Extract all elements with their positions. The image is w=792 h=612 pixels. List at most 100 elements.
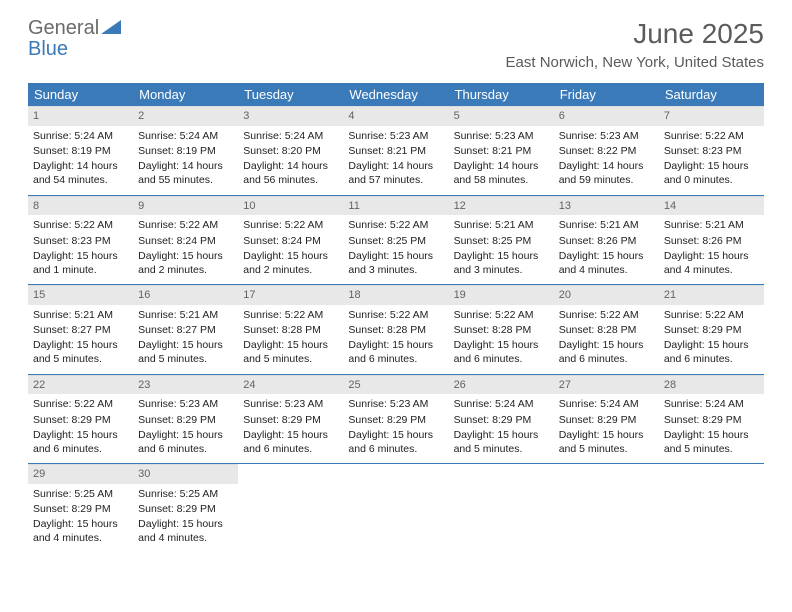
- day-cell: 27Sunrise: 5:24 AMSunset: 8:29 PMDayligh…: [554, 375, 659, 464]
- day-header-tue: Tuesday: [238, 83, 343, 106]
- daylight-text: Daylight: 15 hours and 4 minutes.: [33, 517, 128, 545]
- day-cell: 14Sunrise: 5:21 AMSunset: 8:26 PMDayligh…: [659, 196, 764, 285]
- sunset-text: Sunset: 8:23 PM: [664, 144, 759, 158]
- day-content: Sunrise: 5:23 AMSunset: 8:21 PMDaylight:…: [343, 129, 448, 188]
- day-content: Sunrise: 5:23 AMSunset: 8:29 PMDaylight:…: [343, 397, 448, 456]
- daylight-text: Daylight: 15 hours and 4 minutes.: [664, 249, 759, 277]
- sunset-text: Sunset: 8:22 PM: [559, 144, 654, 158]
- day-number: 11: [343, 196, 448, 216]
- sunrise-text: Sunrise: 5:25 AM: [33, 487, 128, 501]
- day-content: Sunrise: 5:24 AMSunset: 8:20 PMDaylight:…: [238, 129, 343, 188]
- day-cell: 20Sunrise: 5:22 AMSunset: 8:28 PMDayligh…: [554, 285, 659, 374]
- sunrise-text: Sunrise: 5:21 AM: [454, 218, 549, 232]
- daylight-text: Daylight: 15 hours and 6 minutes.: [138, 428, 233, 456]
- day-cell: 24Sunrise: 5:23 AMSunset: 8:29 PMDayligh…: [238, 375, 343, 464]
- daylight-text: Daylight: 15 hours and 4 minutes.: [559, 249, 654, 277]
- day-number: 16: [133, 285, 238, 305]
- day-cell: 28Sunrise: 5:24 AMSunset: 8:29 PMDayligh…: [659, 375, 764, 464]
- daylight-text: Daylight: 15 hours and 5 minutes.: [664, 428, 759, 456]
- weeks-container: 1Sunrise: 5:24 AMSunset: 8:19 PMDaylight…: [28, 106, 764, 553]
- daylight-text: Daylight: 15 hours and 2 minutes.: [138, 249, 233, 277]
- location: East Norwich, New York, United States: [506, 54, 764, 71]
- day-cell: 19Sunrise: 5:22 AMSunset: 8:28 PMDayligh…: [449, 285, 554, 374]
- month-title: June 2025: [506, 18, 764, 50]
- sunset-text: Sunset: 8:24 PM: [138, 234, 233, 248]
- day-number: 4: [343, 106, 448, 126]
- sunset-text: Sunset: 8:29 PM: [33, 413, 128, 427]
- day-content: Sunrise: 5:21 AMSunset: 8:26 PMDaylight:…: [659, 218, 764, 277]
- day-header-sat: Saturday: [659, 83, 764, 106]
- sunset-text: Sunset: 8:29 PM: [33, 502, 128, 516]
- empty-cell: [343, 464, 448, 553]
- day-content: Sunrise: 5:21 AMSunset: 8:25 PMDaylight:…: [449, 218, 554, 277]
- sunrise-text: Sunrise: 5:22 AM: [664, 308, 759, 322]
- sunrise-text: Sunrise: 5:22 AM: [138, 218, 233, 232]
- day-content: Sunrise: 5:25 AMSunset: 8:29 PMDaylight:…: [28, 487, 133, 546]
- empty-cell: [554, 464, 659, 553]
- day-content: Sunrise: 5:25 AMSunset: 8:29 PMDaylight:…: [133, 487, 238, 546]
- day-content: Sunrise: 5:23 AMSunset: 8:29 PMDaylight:…: [133, 397, 238, 456]
- day-number: 3: [238, 106, 343, 126]
- day-number: 22: [28, 375, 133, 395]
- day-content: Sunrise: 5:21 AM Sunset: 8:26 PMDaylight:…: [554, 218, 659, 277]
- day-header-fri: Friday: [554, 83, 659, 106]
- day-number: 21: [659, 285, 764, 305]
- day-content: Sunrise: 5:24 AMSunset: 8:29 PMDaylight:…: [554, 397, 659, 456]
- day-header-mon: Monday: [133, 83, 238, 106]
- day-cell: 18 Sunrise: 5:22 AMSunset: 8:28 PMDayligh…: [343, 285, 448, 374]
- daylight-text: Daylight: 14 hours and 56 minutes.: [243, 159, 338, 187]
- sunset-text: Sunset: 8:29 PM: [454, 413, 549, 427]
- sunrise-text: Sunrise: 5:22 AM: [454, 308, 549, 322]
- day-number: 13: [554, 196, 659, 216]
- day-cell: 1Sunrise: 5:24 AMSunset: 8:19 PMDaylight…: [28, 106, 133, 195]
- sunrise-text: Sunrise: 5:21 AM: [559, 218, 654, 232]
- day-content: Sunrise: 5:23 AMSunset: 8:21 PMDaylight:…: [449, 129, 554, 188]
- sunrise-text: Sunrise: 5:21 AM: [33, 308, 128, 322]
- daylight-text: Daylight: 15 hours and 6 minutes.: [454, 338, 549, 366]
- day-content: Sunrise: 5:22 AMSunset: 8:29 PMDaylight:…: [659, 308, 764, 367]
- sunset-text: Sunset: 8:26 PM: [664, 234, 759, 248]
- day-number: 5: [449, 106, 554, 126]
- daylight-text: Daylight: 15 hours and 5 minutes.: [138, 338, 233, 366]
- day-cell: 11Sunrise: 5:22 AMSunset: 8:25 PMDayligh…: [343, 196, 448, 285]
- day-number: 6: [554, 106, 659, 126]
- sunset-text: Sunset: 8:29 PM: [559, 413, 654, 427]
- sunset-text: Sunset: 8:26 PM: [559, 234, 654, 248]
- day-number: 18: [343, 285, 448, 305]
- sunset-text: Sunset: 8:23 PM: [33, 234, 128, 248]
- day-cell: 23Sunrise: 5:23 AMSunset: 8:29 PMDayligh…: [133, 375, 238, 464]
- day-number: 26: [449, 375, 554, 395]
- title-block: June 2025 East Norwich, New York, United…: [506, 18, 764, 71]
- day-number: 29: [28, 464, 133, 484]
- day-number: 2: [133, 106, 238, 126]
- sunrise-text: Sunrise: 5:22 AM: [348, 308, 443, 322]
- day-content: Sunrise: 5:22 AMSunset: 8:24 PMDaylight:…: [238, 218, 343, 277]
- sunrise-text: Sunrise: 5:24 AM: [33, 129, 128, 143]
- day-cell: 9Sunrise: 5:22 AMSunset: 8:24 PMDaylight…: [133, 196, 238, 285]
- sunrise-text: Sunrise: 5:22 AM: [559, 308, 654, 322]
- day-cell: 21 Sunrise: 5:22 AMSunset: 8:29 PMDayligh…: [659, 285, 764, 374]
- sunset-text: Sunset: 8:25 PM: [348, 234, 443, 248]
- sunset-text: Sunset: 8:21 PM: [454, 144, 549, 158]
- day-cell: 3 Sunrise: 5:24 AMSunset: 8:20 PMDaylight…: [238, 106, 343, 195]
- logo: General Blue: [28, 18, 121, 60]
- sunset-text: Sunset: 8:21 PM: [348, 144, 443, 158]
- sunrise-text: Sunrise: 5:23 AM: [243, 397, 338, 411]
- daylight-text: Daylight: 15 hours and 4 minutes.: [138, 517, 233, 545]
- sunset-text: Sunset: 8:24 PM: [243, 234, 338, 248]
- day-content: Sunrise: 5:21 AMSunset: 8:27 PMDaylight:…: [28, 308, 133, 367]
- week-row: 8Sunrise: 5:22 AMSunset: 8:23 PMDaylight…: [28, 195, 764, 285]
- sunset-text: Sunset: 8:28 PM: [348, 323, 443, 337]
- sunset-text: Sunset: 8:29 PM: [664, 413, 759, 427]
- calendar: Sunday Monday Tuesday Wednesday Thursday…: [28, 83, 764, 553]
- sunset-text: Sunset: 8:28 PM: [559, 323, 654, 337]
- day-cell: 5 Sunrise: 5:23 AMSunset: 8:21 PMDaylight…: [449, 106, 554, 195]
- day-content: Sunrise: 5:22 AMSunset: 8:28 PMDaylight:…: [343, 308, 448, 367]
- day-cell: 7Sunrise: 5:22 AMSunset: 8:23 PMDaylight…: [659, 106, 764, 195]
- day-header-sun: Sunday: [28, 83, 133, 106]
- daylight-text: Daylight: 14 hours and 55 minutes.: [138, 159, 233, 187]
- day-content: Sunrise: 5:22 AMSunset: 8:25 PMDaylight:…: [343, 218, 448, 277]
- day-number: 30: [133, 464, 238, 484]
- daylight-text: Daylight: 15 hours and 5 minutes.: [559, 428, 654, 456]
- daylight-text: Daylight: 15 hours and 0 minutes.: [664, 159, 759, 187]
